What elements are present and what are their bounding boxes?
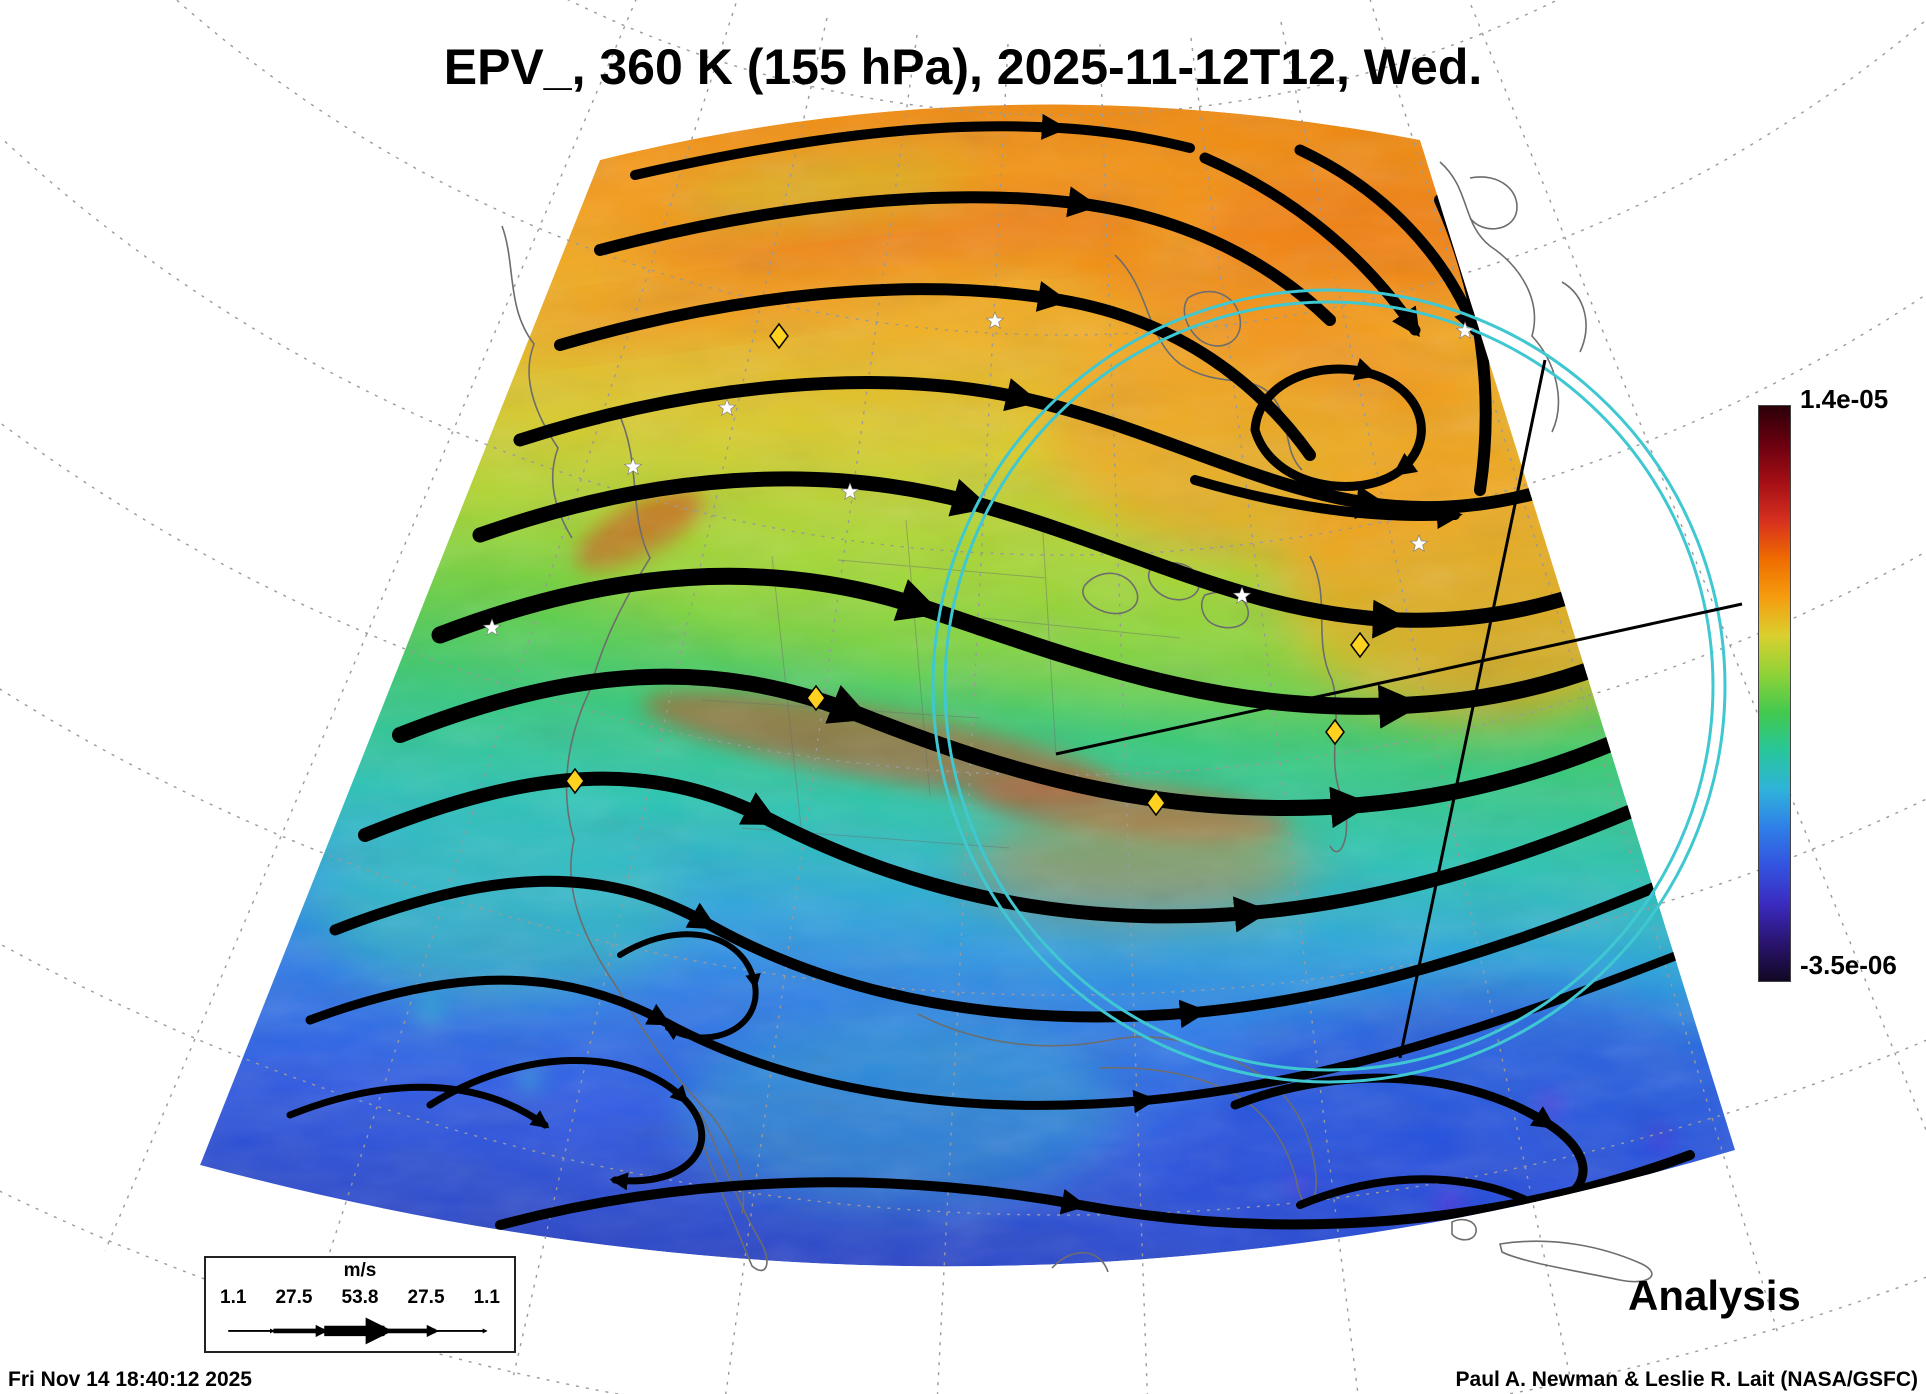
range-circle-outer bbox=[931, 288, 1727, 1084]
wind-speed-value: 53.8 bbox=[341, 1286, 379, 1308]
streamline bbox=[1190, 475, 1463, 530]
cross-section-line-horizontal bbox=[1055, 602, 1743, 756]
cross-section-line-vertical bbox=[1398, 359, 1547, 1059]
streamline bbox=[617, 931, 761, 1041]
generation-timestamp: Fri Nov 14 18:40:12 2025 bbox=[8, 1368, 252, 1391]
wind-speed-value: 27.5 bbox=[275, 1286, 313, 1308]
range-circle-inner bbox=[943, 300, 1715, 1072]
colorbar-max-label: 1.4e-05 bbox=[1800, 384, 1889, 414]
streamline bbox=[594, 186, 1336, 326]
page-title: EPV_, 360 K (155 hPa), 2025-11-12T12, We… bbox=[443, 39, 1483, 95]
streamline bbox=[426, 1057, 706, 1191]
map-overlays bbox=[482, 288, 1743, 1084]
streamline bbox=[305, 910, 1735, 1114]
colorbar-min-label: -3.5e-06 bbox=[1800, 950, 1897, 980]
wind-speed-value: 1.1 bbox=[473, 1286, 500, 1308]
streamline bbox=[1199, 152, 1421, 338]
wind-streamlines bbox=[286, 113, 1735, 1230]
wind-units-label: m/s bbox=[343, 1260, 377, 1281]
streamline bbox=[630, 113, 1195, 180]
wind-speed-legend: m/s 1.1 27.5 53.8 27.5 1.1 bbox=[204, 1256, 516, 1353]
wind-speed-value: 27.5 bbox=[407, 1286, 445, 1308]
wind-arrow-scale-icon bbox=[228, 1317, 488, 1345]
streamline bbox=[495, 1150, 1695, 1230]
wind-speed-values: 1.1 27.5 53.8 27.5 1.1 bbox=[214, 1288, 506, 1307]
wind-speed-value: 1.1 bbox=[220, 1286, 247, 1308]
footer: Fri Nov 14 18:40:12 2025 Paul A. Newman … bbox=[0, 1368, 1926, 1392]
streamline bbox=[286, 1083, 550, 1129]
analysis-label: Analysis bbox=[1628, 1272, 1801, 1319]
streamline bbox=[513, 376, 1627, 520]
streamline bbox=[392, 668, 1735, 829]
streamline bbox=[431, 567, 1735, 729]
credit-text: Paul A. Newman & Leslie R. Lait (NASA/GS… bbox=[1455, 1368, 1918, 1391]
streamline bbox=[1296, 1175, 1551, 1214]
streamline bbox=[1294, 144, 1481, 338]
colorbar-gradient bbox=[1758, 405, 1791, 982]
streamline bbox=[472, 471, 1713, 639]
